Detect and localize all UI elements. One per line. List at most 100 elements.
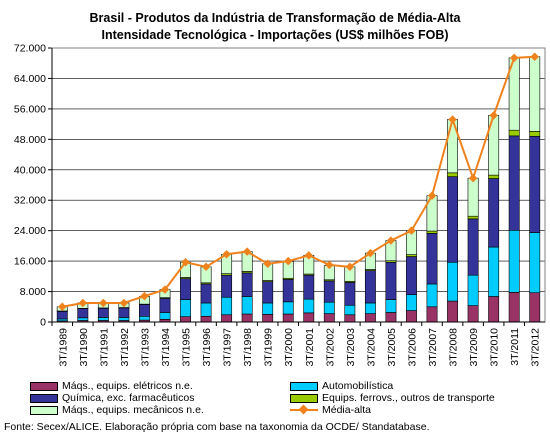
bar-segment	[447, 300, 458, 323]
bar-segment	[406, 294, 417, 311]
bar-segment	[385, 312, 397, 323]
bar-segment	[508, 229, 520, 293]
x-tick-label: 3T/1991	[98, 328, 110, 367]
bar-segment	[529, 292, 541, 323]
bar-segment	[221, 296, 233, 316]
bar-segment	[97, 307, 109, 318]
legend-swatch	[30, 393, 58, 403]
x-tick-label: 3T/2006	[406, 328, 418, 367]
media-alta-point	[448, 115, 457, 124]
legend-item-media-alta: Média-alta	[290, 404, 371, 416]
bar-segment	[97, 317, 109, 321]
bar-segment	[262, 281, 274, 304]
legend-item-eletricos: Máqs., equips. elétricos n.e.	[30, 380, 193, 392]
bar-segment	[200, 315, 212, 323]
bar-segment	[406, 256, 417, 295]
bar-segment	[488, 174, 500, 179]
media-alta-point	[222, 250, 231, 259]
x-tick-label: 3T/2002	[324, 328, 336, 367]
bar-segment	[467, 177, 479, 217]
legend-swatch	[290, 381, 318, 391]
bar-segment	[467, 215, 479, 220]
x-tick-label: 3T/2009	[468, 328, 480, 367]
bar-segment	[200, 283, 212, 304]
media-alta-point	[242, 247, 252, 256]
media-alta-point	[386, 236, 396, 245]
media-alta-point	[263, 259, 272, 269]
x-tick-label: 3T/2010	[489, 328, 501, 367]
bar-segment	[241, 313, 253, 323]
media-alta-point	[325, 260, 334, 270]
media-alta-point	[345, 262, 355, 272]
legend-label: Automobilística	[322, 380, 394, 392]
bar-segment	[180, 278, 191, 300]
x-tick-label: 3T/1996	[201, 328, 213, 367]
bar-segment	[426, 233, 438, 285]
bar-segment	[282, 313, 294, 323]
bar-segment	[385, 261, 397, 300]
x-tick-label: 3T/1989	[57, 328, 69, 367]
y-tick-label: 8.000	[20, 286, 46, 298]
x-tick-label: 3T/2011	[509, 328, 521, 366]
bar-segment	[364, 270, 376, 304]
bar-segment	[282, 279, 294, 303]
x-tick-label: 3T/1995	[181, 328, 193, 367]
bar-segment	[56, 311, 68, 320]
media-alta-point	[201, 262, 211, 272]
legend-swatch	[30, 381, 58, 391]
bar-segment	[323, 313, 335, 323]
bar-segment	[508, 135, 520, 231]
bar-segment	[262, 302, 274, 315]
bar-segment	[262, 314, 274, 323]
y-tick-label: 64.000	[14, 73, 46, 85]
source-note: Fonte: Secex/ALICE. Elaboração própria c…	[4, 421, 430, 433]
bar-segment	[385, 299, 397, 313]
legend-item-mecanicos: Máqs., equips. mecânicos n.e.	[30, 404, 204, 416]
y-tick-label: 48.000	[14, 134, 46, 146]
chart-subtitle: Intensidade Tecnológica - Importações (U…	[101, 28, 449, 42]
bar-segment	[406, 310, 417, 323]
bar-segment	[344, 304, 356, 316]
media-alta-point	[427, 191, 437, 200]
x-tick-label: 3T/1999	[263, 328, 275, 367]
x-tick-label: 3T/1990	[78, 328, 90, 367]
bar-segment	[426, 283, 438, 308]
bar-segment	[159, 298, 171, 313]
bar-segment	[118, 307, 130, 318]
bar-segment	[467, 274, 479, 306]
bar-segment	[180, 299, 191, 317]
y-tick-label: 72.000	[14, 43, 46, 55]
x-tick-label: 3T/2001	[304, 328, 316, 367]
bar-segment	[221, 274, 233, 298]
bar-segment	[467, 218, 479, 276]
media-alta-point	[407, 226, 416, 235]
bar-segment	[303, 312, 315, 323]
media-alta-point	[304, 251, 314, 260]
x-tick-label: 3T/2005	[386, 328, 398, 367]
bar-segment	[282, 301, 294, 315]
bar-segment	[77, 308, 89, 319]
bar-segment	[344, 282, 356, 306]
bar-segment	[200, 302, 212, 317]
bar-segment	[426, 306, 438, 323]
bar-segment	[467, 305, 479, 323]
chart-title: Brasil - Produtos da Indústria de Transf…	[89, 11, 461, 25]
media-alta-point	[283, 256, 293, 266]
bar-segment	[364, 313, 376, 323]
bar-segment	[344, 314, 356, 323]
bar-segment	[180, 316, 191, 323]
bar-segment	[303, 298, 315, 314]
legend-label: Máqs., equips. mecânicos n.e.	[62, 404, 204, 416]
x-tick-label: 3T/2000	[283, 328, 295, 367]
bar-segment	[241, 272, 253, 297]
bar-segment	[529, 56, 541, 132]
bar-segment	[488, 296, 500, 323]
bar-segment	[529, 135, 541, 233]
legend-item-quimica: Química, exc. farmacêuticos	[30, 392, 194, 404]
bar-segment	[139, 304, 150, 317]
legend-item-automobilistica: Automobilística	[290, 380, 393, 392]
media-alta-point	[119, 298, 129, 308]
bar-segment	[303, 274, 315, 300]
legend-label: Equips. ferrovs., outros de transporte	[322, 392, 495, 404]
